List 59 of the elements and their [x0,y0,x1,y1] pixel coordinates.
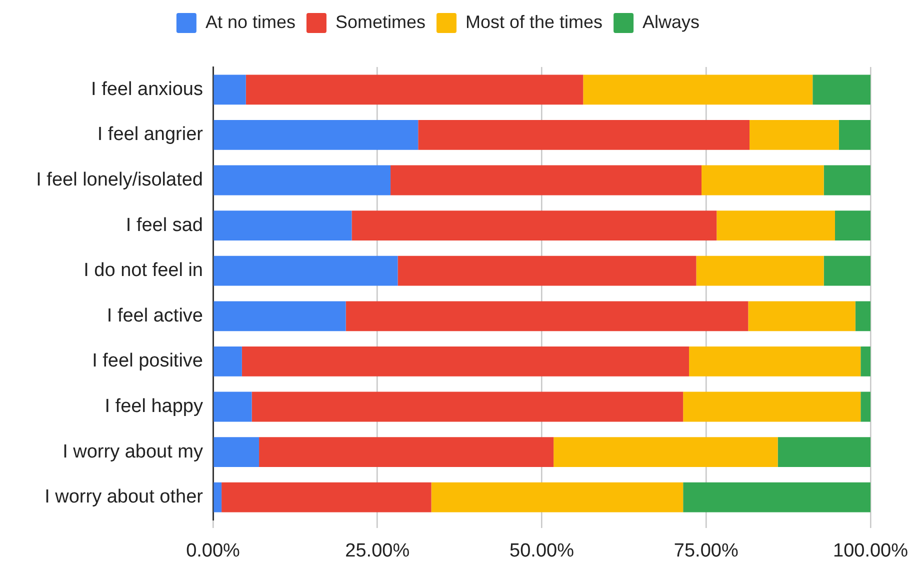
bar [222,482,432,512]
bar [214,210,352,240]
bar [346,301,748,332]
bar [214,482,222,512]
bar [214,437,260,467]
bar [352,210,717,240]
bar [824,256,870,286]
y-tick-label: I feel happy [104,396,204,417]
bar [812,74,870,105]
bar [431,482,684,512]
bar [390,165,702,196]
bar [214,301,346,332]
x-tick-label: 50.00% [510,540,574,562]
bar [214,346,242,376]
bar [242,346,690,376]
x-tick-label: 75.00% [674,540,738,562]
bar [418,120,750,150]
y-tick-label: I worry about my [62,441,204,462]
bar [702,165,824,196]
bar [214,74,246,105]
y-tick-label: I worry about other [44,486,204,508]
bar [689,346,861,376]
y-tick-label: I feel sad [126,214,203,236]
y-tick-label: I feel angrier [97,124,204,146]
y-tick-label: I do not feel in [84,260,203,282]
bar [778,437,870,467]
bar [696,256,824,286]
bar [838,120,870,150]
bar [750,120,839,150]
bar [860,392,870,422]
bar [716,210,835,240]
bar [246,74,584,105]
bar [683,392,861,422]
bar [554,437,778,467]
bar [214,256,398,286]
bar [259,437,554,467]
y-tick-label: I feel anxious [91,78,203,100]
bar [855,301,870,332]
legend-label: At no times [205,12,296,32]
y-tick-label: I feel active [106,305,203,326]
legend-label: Always [642,12,700,32]
bar [860,346,870,376]
bar [683,482,870,512]
bar [834,210,870,240]
bar [214,120,418,150]
bar [214,392,252,422]
y-tick-label: I feel positive [92,350,203,372]
legend-label: Sometimes [335,12,426,32]
bar [748,301,856,332]
x-tick-label: 25.00% [345,540,410,562]
legend-label: Most of the times [466,12,603,32]
bar [398,256,696,286]
bar [583,74,813,105]
x-tick-label: 0.00% [186,540,240,562]
x-tick-label: 100.00% [832,540,908,562]
bar [824,165,870,196]
bar [214,165,391,196]
y-tick-label: I feel lonely/isolated [36,169,203,190]
bar [252,392,684,422]
